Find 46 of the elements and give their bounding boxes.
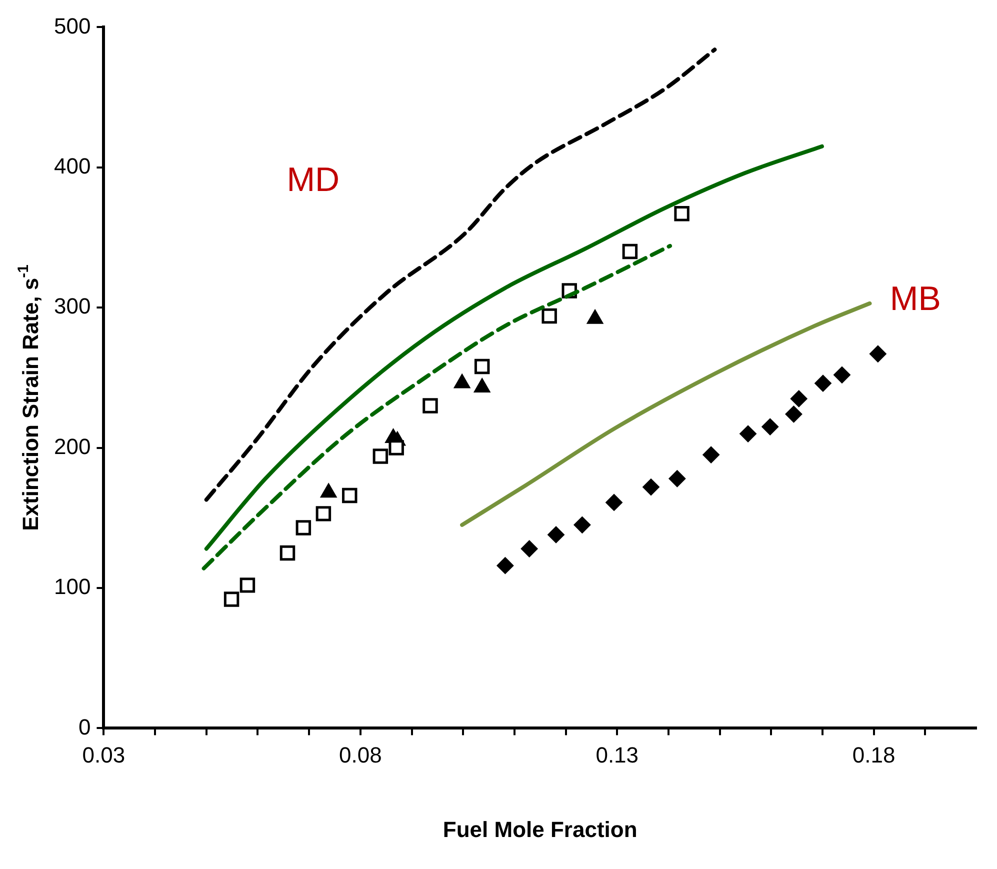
point (422, 398, 438, 414)
y-axis-title: Extinction Strain Rate, s-1 (15, 264, 44, 531)
point (790, 390, 808, 408)
x-axis-title: Fuel Mole Fraction (442, 816, 638, 842)
point (642, 478, 660, 496)
point (520, 540, 538, 558)
point (606, 494, 623, 511)
annotation: MD (286, 160, 340, 199)
x-tick-label: 0.18 (852, 742, 896, 768)
point (224, 592, 240, 607)
point (548, 526, 565, 544)
point (296, 520, 312, 536)
point (674, 206, 690, 222)
point (668, 470, 686, 488)
y-tick-label: 500 (54, 13, 91, 38)
point (702, 446, 720, 464)
point (342, 488, 358, 504)
point (474, 358, 490, 374)
y-tick-label: 0 (78, 714, 91, 740)
y-tick-label: 300 (54, 294, 91, 319)
point (372, 448, 388, 464)
line-series (202, 244, 672, 570)
point (740, 425, 757, 442)
point (388, 440, 404, 456)
point (280, 545, 296, 561)
x-tick-label: 0.03 (82, 742, 126, 768)
point (814, 374, 832, 392)
y-tick-label: 200 (54, 434, 91, 459)
annotation: MB (890, 280, 941, 318)
line-series (460, 301, 872, 527)
y-tick-label: 100 (54, 574, 91, 600)
x-tick-label: 0.08 (338, 742, 382, 768)
point (240, 578, 256, 593)
point (762, 418, 779, 436)
x-tick-label: 0.13 (596, 742, 639, 768)
point (542, 308, 557, 324)
point (496, 557, 514, 574)
point (785, 406, 802, 423)
point (316, 506, 332, 522)
point (622, 244, 638, 260)
y-tick-label: 400 (54, 153, 91, 178)
point (869, 345, 886, 362)
point (574, 516, 591, 534)
line-series (204, 48, 717, 502)
line-series (204, 144, 824, 551)
point (833, 366, 850, 384)
